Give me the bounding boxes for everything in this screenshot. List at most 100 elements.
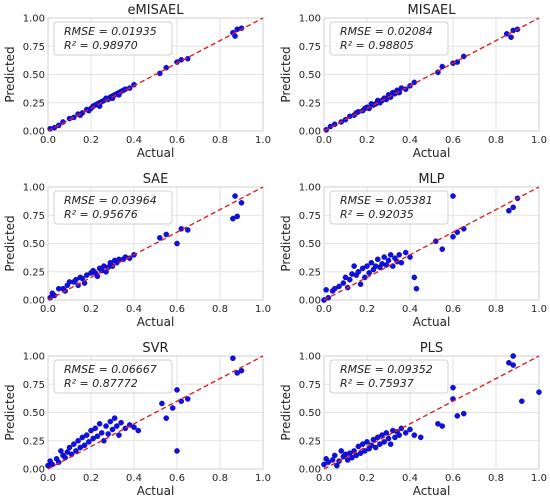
data-point: [71, 441, 77, 447]
data-point: [96, 420, 103, 427]
x-tick-label: 0.6: [445, 135, 461, 146]
x-tick-label: 1.0: [531, 473, 547, 484]
data-point: [109, 426, 116, 433]
r2-text: R² = 0.92035: [340, 208, 414, 221]
y-tick-label: 0.50: [299, 239, 321, 250]
data-point: [510, 204, 517, 211]
data-point: [407, 426, 413, 433]
x-tick-label: 0.2: [83, 135, 99, 146]
r2-text: R² = 0.98970: [64, 39, 138, 52]
y-tick-label: 0.25: [23, 436, 45, 447]
data-point: [374, 434, 381, 441]
data-point: [331, 285, 338, 292]
y-axis-label: Predicted: [3, 46, 17, 102]
x-tick-label: 0.2: [359, 304, 375, 315]
rmse-text: RMSE = 0.02084: [340, 25, 433, 38]
data-point: [329, 457, 336, 463]
chart-title: MLP: [418, 172, 444, 187]
data-point: [450, 233, 456, 240]
data-point: [381, 439, 388, 445]
data-point: [351, 263, 357, 269]
data-point: [98, 430, 105, 436]
y-tick-label: 0.75: [23, 380, 45, 391]
identity-line: [323, 17, 540, 132]
data-point: [359, 265, 366, 272]
chart-panel-5: 0.0 0.2 0.4 0.6 0.8 1.0 0.00 0.25 0.50 0.75 1.00 PL…: [279, 341, 547, 498]
r2-text: R² = 0.75937: [340, 377, 414, 390]
data-point: [366, 270, 372, 276]
data-point: [83, 272, 90, 278]
y-tick-label: 0.50: [23, 70, 45, 81]
plot-frame: [47, 355, 264, 470]
x-tick-label: 0.0: [316, 135, 332, 146]
data-point: [396, 432, 403, 438]
data-point: [439, 423, 446, 429]
data-point: [338, 448, 345, 454]
data-point: [107, 418, 114, 425]
x-tick-label: 1.0: [531, 135, 547, 146]
data-point: [234, 370, 240, 376]
data-point: [331, 452, 338, 459]
data-point: [454, 413, 461, 419]
data-point: [111, 415, 118, 421]
data-point: [398, 259, 405, 266]
metrics-box: [53, 21, 173, 56]
data-point: [323, 287, 329, 293]
data-point: [105, 431, 111, 437]
y-tick-label: 0.75: [23, 211, 45, 222]
data-point: [368, 259, 375, 266]
data-point: [163, 231, 170, 238]
data-point: [377, 441, 383, 447]
data-point: [340, 280, 347, 286]
data-point: [439, 246, 446, 252]
chart-title: eMISAEL: [128, 3, 185, 18]
x-axis-label: Actual: [413, 315, 451, 329]
data-point: [460, 410, 467, 417]
data-point: [116, 432, 122, 438]
chart-panel-3: 0.0 0.2 0.4 0.6 0.8 1.0 0.00 0.25 0.50 0.75 1.00 ML…: [279, 172, 547, 329]
x-tick-label: 0.0: [40, 304, 56, 315]
data-point: [383, 430, 390, 436]
data-point: [387, 251, 394, 258]
data-point: [372, 444, 379, 451]
data-point: [88, 427, 94, 434]
y-tick-label: 0.25: [299, 98, 321, 109]
y-tick-label: 0.00: [23, 127, 45, 138]
rmse-text: RMSE = 0.06667: [64, 363, 157, 376]
chart-panel-2: 0.0 0.2 0.4 0.6 0.8 1.0 0.00 0.25 0.50 0.75 1.00 SA…: [3, 172, 271, 329]
metrics-box: [53, 190, 173, 225]
data-point: [364, 439, 370, 445]
data-point: [506, 207, 512, 214]
data-point: [58, 448, 64, 454]
data-point: [439, 63, 446, 70]
x-tick-label: 0.8: [488, 304, 504, 315]
y-tick-label: 0.75: [23, 42, 45, 53]
data-point: [413, 285, 420, 292]
x-tick-label: 0.8: [488, 473, 504, 484]
x-tick-label: 1.0: [531, 304, 547, 315]
y-tick-label: 0.50: [299, 70, 321, 81]
x-tick-label: 0.8: [212, 304, 228, 315]
data-point: [64, 449, 71, 455]
x-tick-label: 0.4: [402, 135, 418, 146]
data-point: [75, 437, 81, 444]
x-tick-label: 0.4: [126, 304, 142, 315]
data-point: [122, 425, 129, 432]
data-point: [435, 420, 441, 427]
y-axis-label: Predicted: [3, 384, 17, 440]
data-point: [79, 275, 86, 282]
data-point: [86, 439, 92, 445]
data-point: [156, 235, 163, 241]
x-tick-label: 1.0: [255, 304, 271, 315]
rmse-text: RMSE = 0.05381: [340, 194, 433, 207]
data-point: [362, 448, 368, 454]
data-point: [92, 425, 99, 432]
data-point: [336, 283, 342, 290]
plot-frame: [323, 17, 540, 132]
x-axis-label: Actual: [137, 484, 175, 498]
data-point: [234, 213, 240, 220]
chart-panel-4: 0.0 0.2 0.4 0.6 0.8 1.0 0.00 0.25 0.50 0.75 1.00 SV…: [3, 341, 271, 498]
y-tick-label: 0.50: [23, 408, 45, 419]
x-axis-label: Actual: [413, 146, 451, 160]
